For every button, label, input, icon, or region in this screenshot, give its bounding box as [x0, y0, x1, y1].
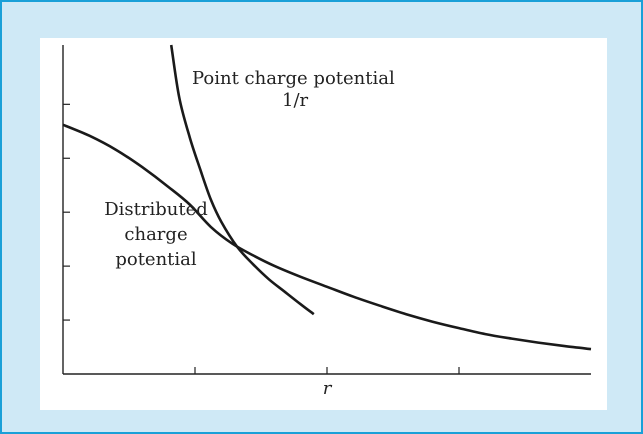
annotation-distributed-line2: charge	[124, 224, 187, 245]
tick-marks	[63, 103, 460, 374]
point-charge-curve	[169, 44, 315, 316]
figure-panel	[40, 38, 607, 410]
annotation-distributed-line3: potential	[115, 249, 197, 270]
annotation-point-charge-one-over-r: 1/r	[282, 90, 309, 111]
annotation-distributed-line1: Distributed	[104, 199, 208, 220]
annotation-point-charge-line1: Point charge potential	[192, 68, 395, 89]
x-axis-label: r	[323, 378, 333, 399]
curves	[62, 44, 592, 351]
annotation-point-charge-line2: 1/r	[282, 90, 309, 111]
distributed-charge-curve	[62, 123, 592, 351]
